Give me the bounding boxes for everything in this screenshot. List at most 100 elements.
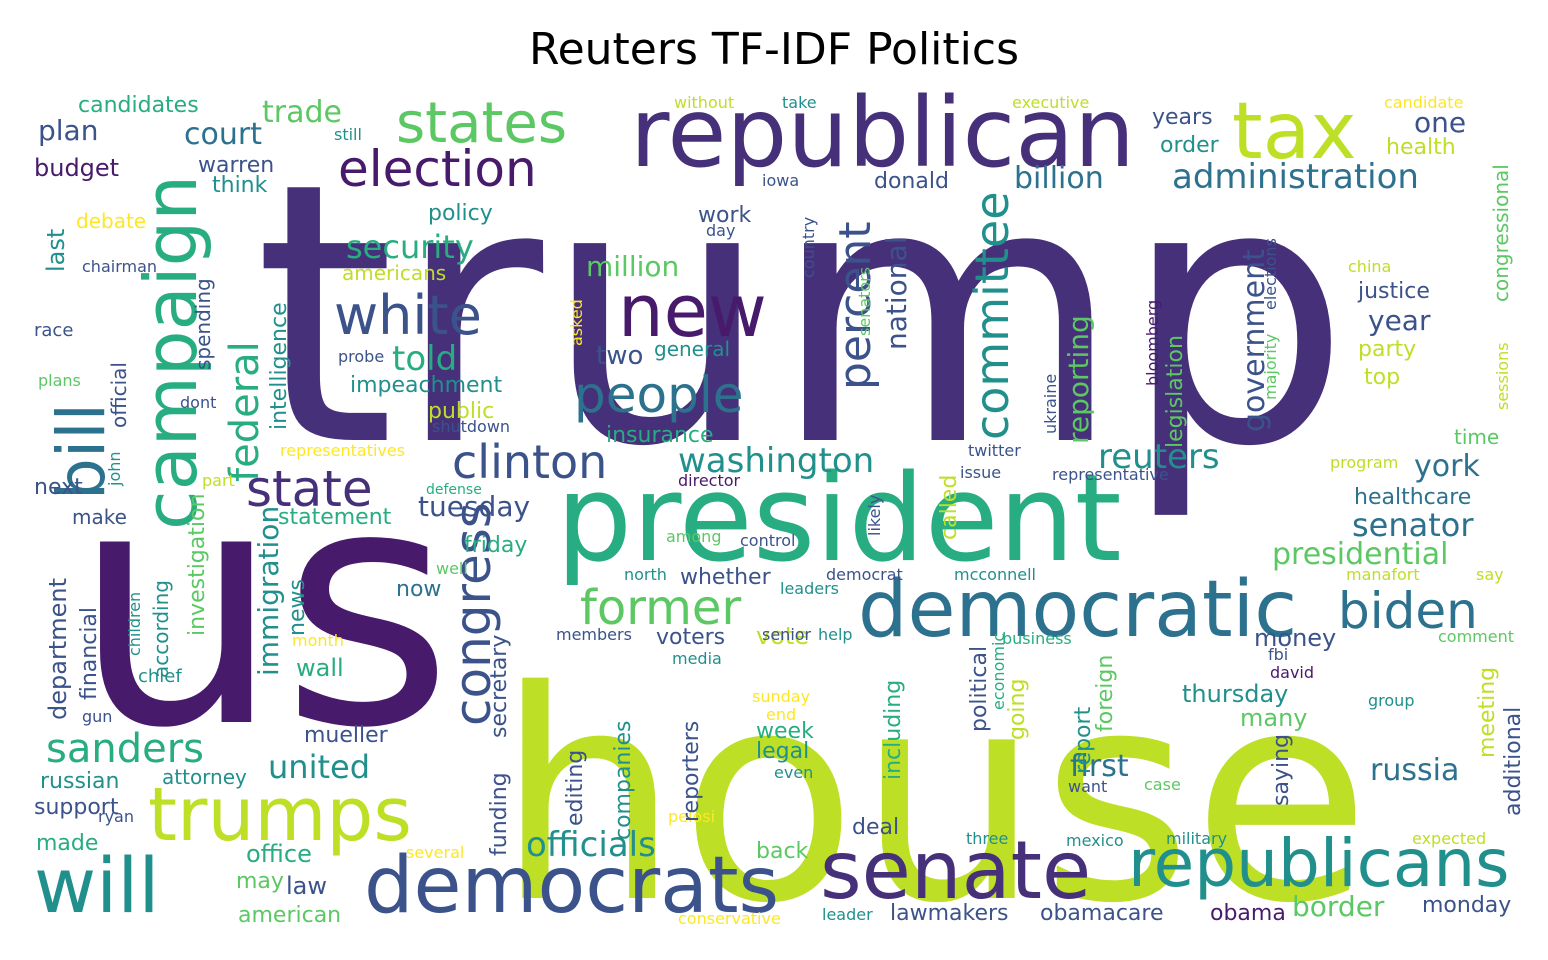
word-make: make (72, 505, 127, 529)
word-trumps: trumps (148, 772, 412, 858)
word-new: new (618, 269, 767, 353)
word-editing: editing (563, 750, 588, 826)
word-administration: administration (1172, 157, 1419, 197)
word-impeachment: impeachment (350, 373, 502, 398)
word-debate: debate (76, 209, 146, 233)
word-will: will (34, 841, 160, 930)
word-take: take (782, 93, 817, 112)
word-donald: donald (874, 169, 949, 194)
word-foreign: foreign (1093, 655, 1118, 732)
word-probe: probe (338, 347, 384, 366)
word-house: house (496, 630, 1371, 960)
word-bloomberg: bloomberg (1143, 300, 1162, 386)
word-news: news (285, 579, 310, 636)
word-work: work (698, 203, 751, 228)
word-insurance: insurance (606, 423, 714, 448)
word-called: called (937, 475, 962, 540)
word-russian: russian (40, 769, 119, 794)
word-country: country (799, 217, 818, 278)
word-want: want (1068, 777, 1107, 796)
word-justice: justice (1357, 279, 1430, 304)
word-trade: trade (262, 95, 342, 130)
word-election: election (338, 140, 537, 198)
word-business: business (1002, 629, 1072, 648)
word-presidential: presidential (1272, 537, 1448, 572)
word-congressional: congressional (1489, 164, 1513, 302)
word-court: court (184, 117, 262, 152)
word-national: national (880, 237, 913, 350)
word-attorney: attorney (162, 765, 247, 789)
word-former: former (580, 580, 741, 636)
word-whether: whether (680, 565, 772, 590)
word-race: race (34, 320, 73, 341)
word-saying: saying (1269, 734, 1294, 806)
word-shutdown: shutdown (432, 417, 510, 436)
word-republicans: republicans (1128, 825, 1510, 902)
word-representatives: representatives (280, 441, 405, 460)
word-meeting: meeting (1475, 667, 1500, 758)
word-people: people (574, 366, 743, 424)
word-representative: representative (1052, 465, 1169, 484)
word-americans: americans (342, 261, 446, 285)
word-made: made (36, 831, 98, 856)
word-healthcare: healthcare (1354, 485, 1471, 510)
word-warren: warren (198, 153, 274, 178)
word-policy: policy (428, 201, 493, 226)
word-members: members (556, 625, 632, 644)
word-obamacare: obamacare (1040, 901, 1164, 926)
word-manafort: manafort (1346, 565, 1420, 584)
word-general: general (654, 337, 730, 361)
word-going: going (1005, 679, 1030, 740)
word-defense: defense (426, 482, 482, 498)
word-david: david (1270, 663, 1314, 682)
word-official: official (107, 362, 131, 428)
word-department: department (44, 578, 72, 720)
word-years: years (1152, 105, 1213, 130)
word-democrat: democrat (826, 565, 903, 584)
word-white: white (334, 284, 482, 347)
word-still: still (334, 125, 362, 144)
word-even: even (774, 763, 813, 782)
word-border: border (1292, 890, 1385, 923)
word-percent: percent (830, 221, 881, 390)
word-political: political (967, 646, 992, 732)
word-clinton: clinton (452, 435, 607, 489)
word-senior: senior (762, 625, 812, 644)
word-candidates: candidates (78, 93, 199, 118)
word-money: money (1254, 624, 1336, 652)
word-health: health (1386, 135, 1456, 160)
word-public: public (428, 399, 494, 424)
word-leaders: leaders (780, 579, 839, 598)
word-senator: senator (1352, 506, 1474, 544)
word-obama: obama (1210, 901, 1286, 926)
word-control: control (740, 531, 795, 550)
word-three: three (966, 829, 1008, 848)
word-now: now (396, 577, 441, 602)
word-american: american (238, 903, 341, 928)
word-reporting: reporting (1062, 315, 1095, 444)
word-end: end (766, 705, 796, 724)
word-reuters: reuters (1098, 437, 1220, 477)
word-deal: deal (852, 815, 899, 840)
word-report: report (1071, 706, 1096, 774)
word-law: law (286, 872, 327, 900)
word-elections: elections (1261, 238, 1280, 310)
word-voters: voters (656, 625, 725, 650)
word-case: case (1144, 775, 1181, 794)
word-first: first (1070, 749, 1129, 784)
word-companies: companies (611, 721, 636, 841)
word-chairman: chairman (82, 257, 157, 276)
word-may: may (236, 869, 284, 894)
word-month: month (292, 631, 344, 650)
word-according: according (149, 580, 173, 678)
word-reporters: reporters (679, 721, 704, 822)
word-thursday: thursday (1182, 680, 1288, 708)
word-year: year (1368, 304, 1431, 337)
word-immigration: immigration (252, 506, 285, 676)
word-part: part (202, 471, 235, 490)
word-officials: officials (526, 825, 656, 865)
word-next: next (34, 475, 83, 500)
word-many: many (1240, 704, 1308, 732)
word-one: one (1414, 106, 1466, 139)
